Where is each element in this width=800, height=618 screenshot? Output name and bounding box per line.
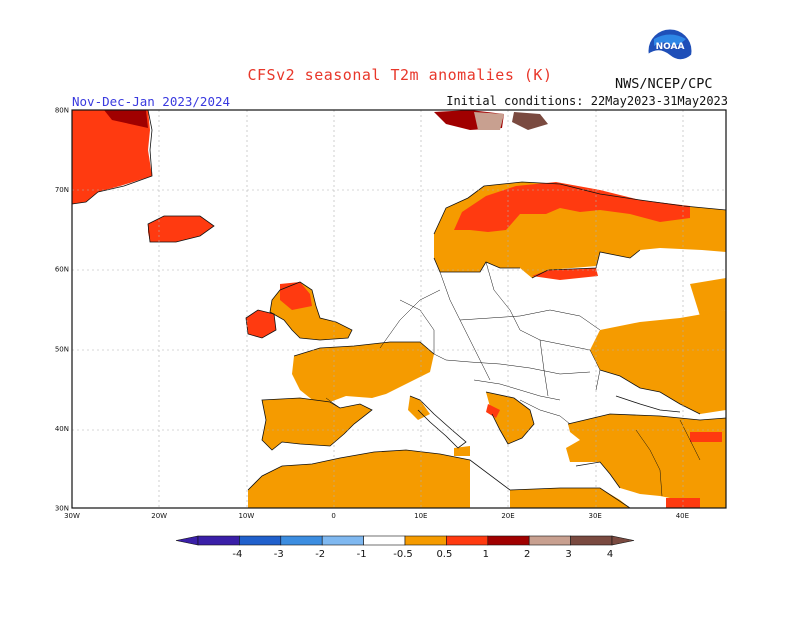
coastlines [72, 110, 726, 508]
svalbard-light-patch [474, 112, 504, 130]
italy-anomaly [408, 396, 430, 420]
lat-label-5: 30N [55, 505, 69, 513]
longitude-labels: 30W 20W 10W 0 10E 20E 30E 40E [64, 512, 689, 520]
lon-label-6: 30E [589, 512, 602, 520]
colorbar-label-0: -4 [232, 549, 242, 560]
greenland-anomaly [72, 110, 152, 204]
egypt-anomaly [510, 488, 630, 508]
lat-label-3: 50N [55, 345, 69, 353]
lat-label-0: 80N [55, 107, 69, 115]
noaa-logo: NOAA [647, 28, 693, 74]
agency-label: NWS/NCEP/CPC [615, 76, 713, 92]
colorbar-swatch-2 [280, 535, 323, 546]
lon-label-3: 0 [331, 512, 335, 520]
colorbar-label-9: 4 [607, 549, 613, 560]
urals-anomaly [690, 278, 726, 316]
latitude-labels: 80N 70N 60N 50N 40N 30N [55, 107, 69, 513]
turkey-anomaly [566, 414, 726, 508]
colorbar-swatch-4 [363, 535, 406, 546]
lapland-anomaly [454, 182, 690, 232]
country-borders [325, 261, 701, 497]
iceland-anomaly [148, 216, 214, 242]
colorbar-label-3: -1 [357, 549, 367, 560]
lon-label-7: 40E [676, 512, 689, 520]
graticule [72, 110, 726, 508]
map-title: CFSv2 seasonal T2m anomalies (K) [247, 66, 553, 84]
lon-label-1: 20W [151, 512, 167, 520]
logo-text: NOAA [656, 42, 685, 52]
colorbar-label-1: -3 [274, 549, 284, 560]
colorbar-swatch-1 [239, 535, 282, 546]
lat-label-4: 40N [55, 425, 69, 433]
forecast-period: Nov-Dec-Jan 2023/2024 [72, 94, 231, 109]
colorbar-swatch-9 [570, 535, 613, 546]
colorbar-swatch-8 [528, 535, 571, 546]
colorbar-swatch-3 [321, 535, 364, 546]
north-africa-anomaly [248, 450, 470, 508]
initial-conditions: Initial conditions: 22May2023-31May2023 [446, 94, 728, 108]
colorbar-label-7: 2 [524, 549, 530, 560]
lon-label-5: 20E [501, 512, 514, 520]
lat-label-2: 60N [55, 266, 69, 274]
colorbar-label-8: 3 [565, 549, 571, 560]
map-frame [71, 109, 727, 509]
ireland-anomaly [246, 310, 276, 338]
colorbar-right-arrow [611, 535, 635, 546]
lat-label-1: 70N [55, 186, 69, 194]
svalbard-east-anomaly [512, 112, 548, 130]
lon-label-2: 10W [238, 512, 254, 520]
finland-coast-anomaly [532, 268, 598, 280]
colorbar-label-5: 0.5 [436, 549, 452, 560]
middle-east-anomaly [666, 498, 700, 508]
anomaly-fill-layer [72, 110, 726, 508]
colorbar-label-6: 1 [483, 549, 489, 560]
sicily-anomaly [454, 446, 470, 456]
greenland-dark-patch [104, 110, 148, 128]
russia-anomaly [590, 310, 726, 414]
colorbar-left-arrow [175, 535, 199, 546]
iberia-anomaly [262, 398, 372, 450]
lon-label-4: 10E [414, 512, 427, 520]
scotland-anomaly [280, 282, 312, 310]
balkans-anomaly [486, 392, 534, 444]
adriatic-anomaly [486, 404, 500, 418]
caucasus-anomaly [690, 432, 722, 442]
colorbar: -4 -3 -2 -1 -0.5 0.5 1 2 3 4 [175, 535, 635, 560]
colorbar-label-4: -0.5 [393, 549, 413, 560]
colorbar-swatch-5 [404, 535, 447, 546]
colorbar-label-2: -2 [315, 549, 325, 560]
france-anomaly [292, 342, 434, 410]
lon-label-0: 30W [64, 512, 80, 520]
colorbar-swatch-0 [197, 535, 240, 546]
colorbar-swatch-6 [446, 535, 489, 546]
colorbar-swatch-7 [487, 535, 530, 546]
